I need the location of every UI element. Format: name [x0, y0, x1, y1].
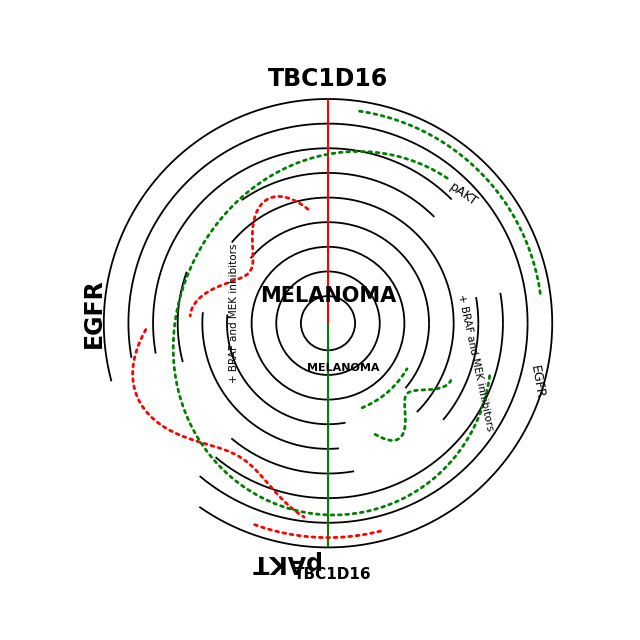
Text: MELANOMA: MELANOMA: [307, 362, 379, 372]
Text: pAKT: pAKT: [249, 550, 319, 574]
Text: + BRAF and MEK inhibitors: + BRAF and MEK inhibitors: [456, 293, 495, 432]
Text: pAKT: pAKT: [447, 180, 480, 209]
Text: EGFR: EGFR: [528, 365, 547, 400]
Text: TBC1D16: TBC1D16: [294, 567, 372, 582]
Text: EGFR: EGFR: [82, 278, 106, 348]
Text: + BRAF and MEK inhibitors: + BRAF and MEK inhibitors: [229, 244, 239, 383]
Text: TBC1D16: TBC1D16: [268, 67, 388, 92]
Text: MELANOMA: MELANOMA: [260, 286, 396, 306]
